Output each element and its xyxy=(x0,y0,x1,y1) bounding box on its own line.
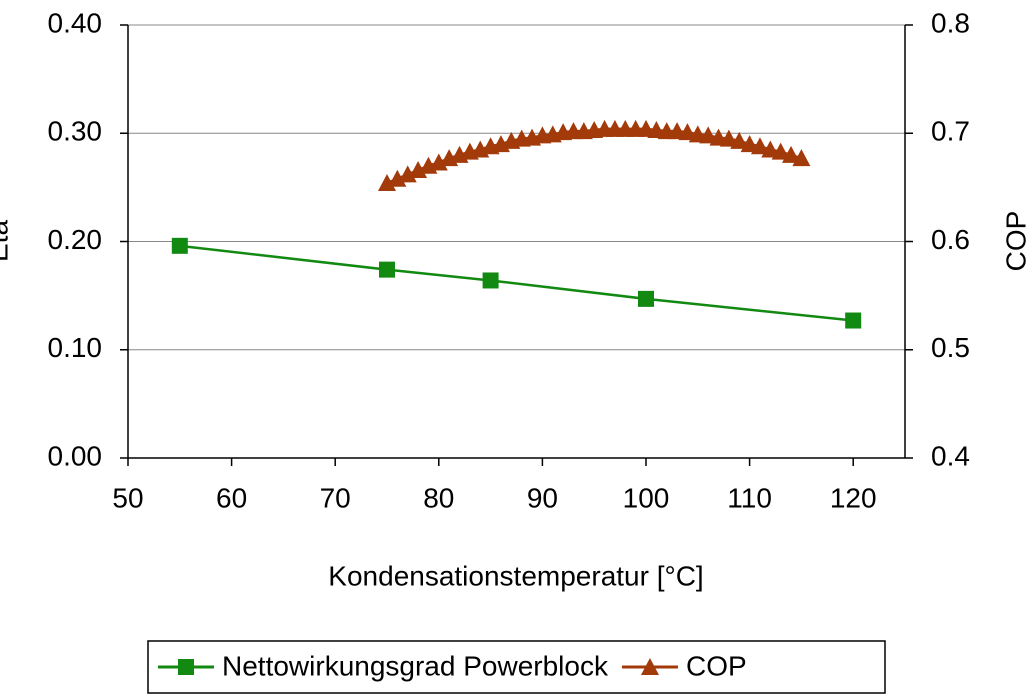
marker xyxy=(750,137,769,155)
marker xyxy=(388,169,407,187)
y-tick-label: 0.10 xyxy=(48,332,103,363)
marker xyxy=(378,174,396,192)
marker xyxy=(699,126,718,144)
marker xyxy=(845,312,862,329)
marker xyxy=(771,142,790,160)
y2-tick-label: 0.7 xyxy=(931,116,970,147)
marker xyxy=(482,272,499,289)
x-tick-label: 60 xyxy=(216,482,247,513)
x-tick-label: 80 xyxy=(423,482,454,513)
y-tick-label: 0.40 xyxy=(48,7,103,38)
legend-label: COP xyxy=(686,650,747,681)
marker xyxy=(379,261,395,278)
marker xyxy=(740,135,759,153)
x-tick-label: 90 xyxy=(527,482,558,513)
marker xyxy=(730,131,749,149)
legend-box xyxy=(147,640,886,694)
x-tick-label: 110 xyxy=(727,482,772,513)
marker xyxy=(719,129,738,147)
y2-tick-label: 0.8 xyxy=(931,7,970,38)
x-tick-label: 50 xyxy=(112,482,143,513)
y2-tick-label: 0.5 xyxy=(931,332,970,363)
x-tick-label: 100 xyxy=(623,482,670,513)
marker xyxy=(178,659,194,675)
x-tick-label: 70 xyxy=(320,482,351,513)
y-tick-label: 0.20 xyxy=(48,224,103,255)
marker xyxy=(678,123,697,141)
marker xyxy=(792,149,811,167)
x-tick-label: 120 xyxy=(830,482,877,513)
marker xyxy=(429,153,448,171)
y-tick-label: 0.30 xyxy=(48,116,103,147)
marker xyxy=(638,290,654,307)
y2-axis-label: COP xyxy=(1000,211,1031,272)
marker xyxy=(640,658,659,675)
marker xyxy=(782,145,801,163)
marker xyxy=(409,161,428,179)
legend-label: Nettowirkungsgrad Powerblock xyxy=(222,650,609,681)
marker xyxy=(171,237,188,254)
marker xyxy=(398,165,417,183)
y2-tick-label: 0.6 xyxy=(931,224,970,255)
x-axis-label: Kondensationstemperatur [°C] xyxy=(328,560,703,591)
marker xyxy=(761,140,780,158)
y2-tick-label: 0.4 xyxy=(931,440,970,471)
y-tick-label: 0.00 xyxy=(48,440,103,471)
series-line xyxy=(179,244,854,322)
y-axis-label: Eta xyxy=(0,220,13,262)
